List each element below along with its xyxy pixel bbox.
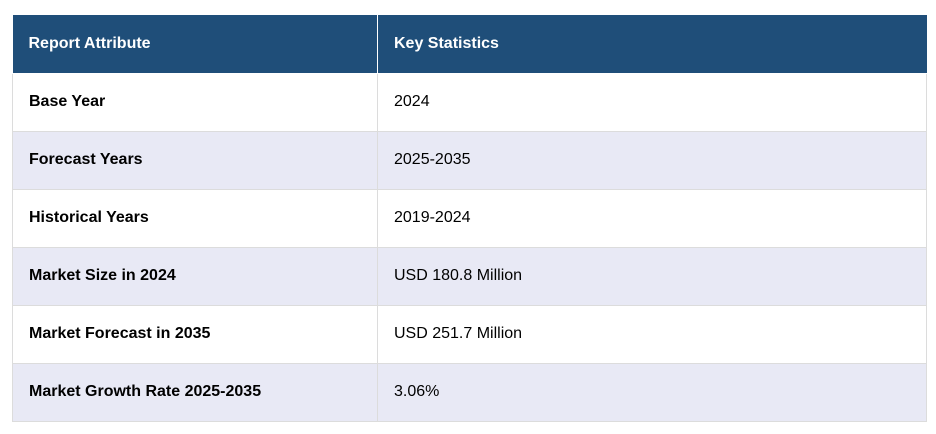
table-row: Market Forecast in 2035 USD 251.7 Millio… <box>12 304 927 364</box>
row-value: 2025-2035 <box>377 130 927 190</box>
table-row: Historical Years 2019-2024 <box>12 188 927 248</box>
row-attribute: Market Growth Rate 2025-2035 <box>12 362 378 422</box>
table-row: Market Size in 2024 USD 180.8 Million <box>12 246 927 306</box>
row-value: USD 251.7 Million <box>377 304 927 364</box>
report-attributes-table: Report Attribute Key Statistics Base Yea… <box>12 15 927 422</box>
row-attribute: Base Year <box>12 72 378 132</box>
row-value: 2019-2024 <box>377 188 927 248</box>
table-row: Forecast Years 2025-2035 <box>12 130 927 190</box>
header-row: Report Attribute Key Statistics <box>12 15 927 74</box>
row-attribute: Historical Years <box>12 188 378 248</box>
table-row: Base Year 2024 <box>12 72 927 132</box>
table-body: Base Year 2024 Forecast Years 2025-2035 … <box>12 72 927 422</box>
row-attribute: Market Size in 2024 <box>12 246 378 306</box>
header-key-statistics: Key Statistics <box>377 15 927 74</box>
header-report-attribute: Report Attribute <box>12 15 378 74</box>
row-attribute: Forecast Years <box>12 130 378 190</box>
row-value: 2024 <box>377 72 927 132</box>
row-value: 3.06% <box>377 362 927 422</box>
row-value: USD 180.8 Million <box>377 246 927 306</box>
table-header: Report Attribute Key Statistics <box>12 15 927 74</box>
table-row: Market Growth Rate 2025-2035 3.06% <box>12 362 927 422</box>
row-attribute: Market Forecast in 2035 <box>12 304 378 364</box>
